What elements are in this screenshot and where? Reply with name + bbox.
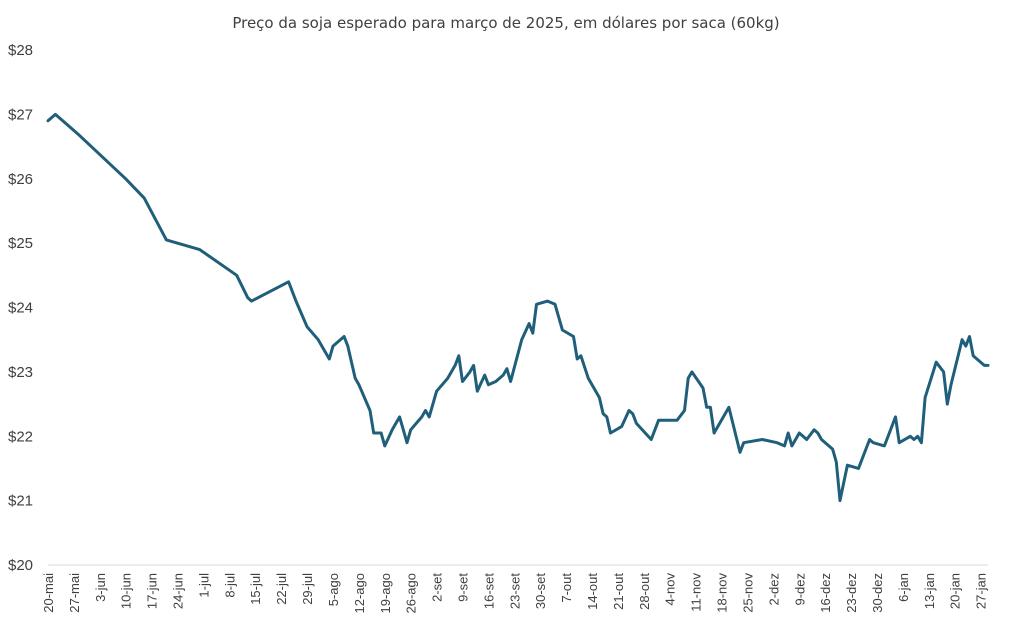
x-tick-label: 9-dez (792, 573, 807, 606)
x-tick-label: 2-set (430, 573, 445, 602)
x-tick-label: 1-jul (196, 573, 211, 598)
y-tick-label: $25 (8, 235, 33, 252)
x-tick-label: 23-dez (844, 573, 859, 613)
x-tick-label: 23-set (507, 573, 522, 610)
y-tick-label: $21 (8, 493, 33, 510)
x-tick-label: 16-set (481, 573, 496, 610)
x-tick-label: 12-ago (352, 573, 367, 613)
x-tick-label: 5-ago (326, 573, 341, 606)
x-tick-label: 30-dez (870, 573, 885, 613)
x-tick-label: 19-ago (378, 573, 393, 613)
x-tick-label: 27-jan (974, 573, 989, 609)
x-tick-label: 28-out (637, 573, 652, 610)
x-tick-label: 15-jul (248, 573, 263, 605)
x-tick-label: 18-nov (715, 573, 730, 613)
y-tick-label: $28 (8, 42, 33, 59)
x-tick-label: 11-nov (689, 573, 704, 612)
x-tick-label: 2-dez (766, 573, 781, 606)
x-tick-label: 3-jun (93, 573, 108, 602)
y-tick-label: $23 (8, 364, 33, 381)
y-tick-label: $27 (8, 106, 33, 123)
x-tick-label: 16-dez (818, 573, 833, 613)
y-axis-ticks: $20 $21 $22 $23 $24 $25 $26 $27 $28 (8, 42, 33, 574)
x-tick-label: 14-out (585, 573, 600, 610)
x-tick-label: 25-nov (740, 573, 755, 613)
x-tick-label: 8-jul (222, 573, 237, 598)
x-tick-label: 7-out (559, 573, 574, 603)
x-tick-label: 24-jun (171, 573, 186, 609)
x-tick-label: 27-mai (67, 573, 82, 613)
y-tick-label: $22 (8, 428, 33, 445)
x-axis-ticks: 20-mai 27-mai 3-jun 10-jun 17-jun 24-jun 1-jul… (41, 573, 989, 614)
x-tick-label: 6-jan (896, 573, 911, 602)
x-tick-label: 17-jun (145, 573, 160, 609)
series-line (46, 112, 990, 503)
x-tick-label: 13-jan (922, 573, 937, 609)
x-tick-label: 9-set (455, 573, 470, 602)
y-tick-label: $20 (8, 557, 33, 574)
x-tick-label: 20-jan (948, 573, 963, 609)
x-tick-label: 20-mai (41, 573, 56, 613)
series-layer (46, 112, 990, 503)
x-tick-label: 21-out (611, 573, 626, 610)
x-tick-label: 22-jul (274, 573, 289, 605)
x-tick-label: 10-jun (119, 573, 134, 609)
x-tick-label: 26-ago (404, 573, 419, 613)
x-tick-label: 29-jul (300, 573, 315, 605)
y-tick-label: $24 (8, 300, 33, 317)
x-tick-label: 30-set (533, 573, 548, 610)
y-tick-label: $26 (8, 171, 33, 188)
x-tick-label: 4-nov (663, 573, 678, 606)
chart-title: Preço da soja esperado para março de 202… (232, 14, 779, 32)
